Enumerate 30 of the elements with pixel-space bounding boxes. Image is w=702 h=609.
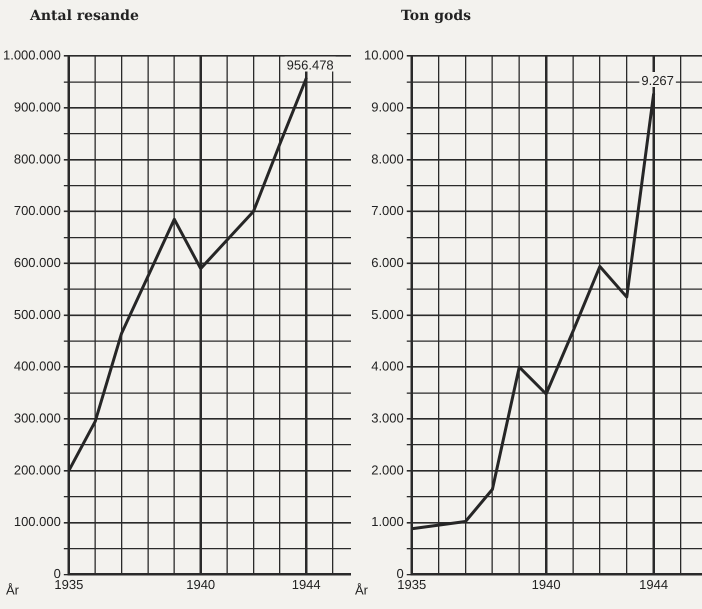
chart-title: Ton gods: [401, 8, 471, 24]
y-tick-label: 9.000: [371, 99, 404, 114]
y-tick-label: 800.000: [14, 151, 61, 166]
y-tick-label: 600.000: [14, 254, 61, 270]
data-label: 9.267: [641, 73, 674, 88]
x-axis-title: År: [6, 582, 20, 598]
y-tick-label: 5.000: [371, 306, 404, 322]
data-label: 956.478: [286, 58, 334, 73]
y-tick-label: 1.000.000: [2, 48, 61, 63]
y-tick-label: 200.000: [14, 462, 61, 478]
x-tick-label: 1940: [186, 576, 216, 592]
y-tick-label: 100.000: [14, 514, 61, 530]
y-tick-label: 7.000: [371, 203, 404, 218]
y-tick-label: 700.000: [14, 203, 61, 218]
y-tick-label: 3.000: [371, 410, 404, 426]
x-tick-label: 1944: [292, 576, 321, 592]
y-tick-label: 900.000: [14, 99, 61, 114]
y-tick-label: 500.000: [14, 306, 61, 322]
y-tick-label: 1.000: [371, 514, 404, 530]
x-tick-label: 1940: [532, 576, 561, 592]
x-tick-label: 1944: [639, 576, 668, 592]
y-tick-label: 4.000: [371, 358, 404, 374]
x-axis-title: År: [355, 582, 369, 598]
y-tick-label: 8.000: [371, 151, 404, 166]
chart-title: Antal resande: [30, 8, 139, 24]
y-tick-label: 300.000: [14, 410, 61, 426]
y-tick-label: 400.000: [14, 358, 61, 374]
y-tick-label: 6.000: [371, 254, 404, 270]
y-tick-label: 10.000: [364, 48, 404, 63]
y-tick-label: 2.000: [371, 462, 404, 478]
